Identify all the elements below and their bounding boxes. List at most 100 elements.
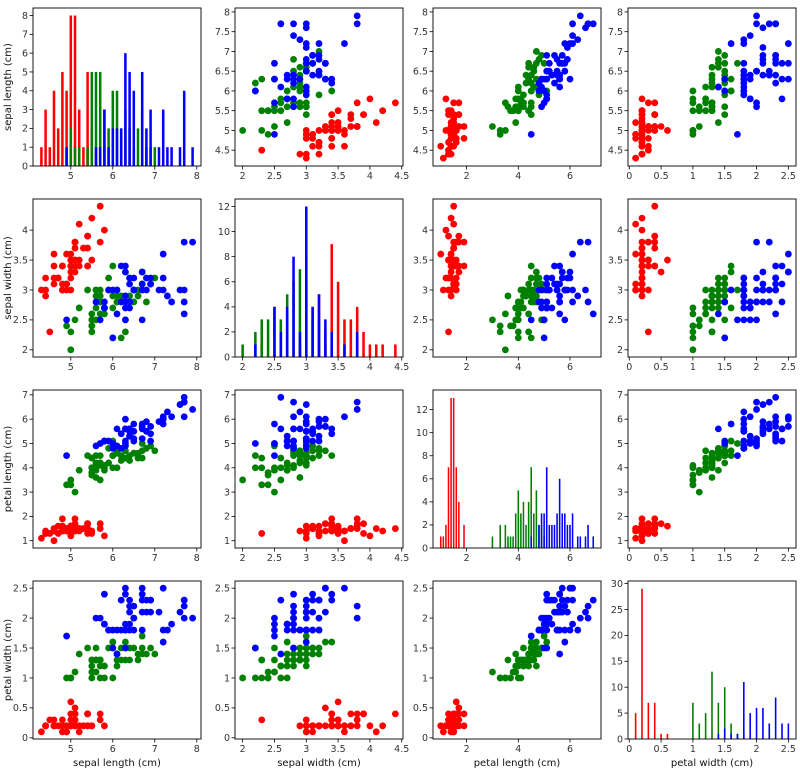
point-virginica (101, 304, 108, 312)
point-setosa (353, 522, 361, 530)
point-virginica (159, 274, 167, 282)
point-virginica (778, 437, 786, 445)
x-axis-label: sepal length (cm) (73, 758, 161, 769)
x-tick-label: 4.5 (394, 362, 409, 373)
point-versicolor (512, 119, 520, 126)
point-virginica (721, 334, 729, 342)
hist-bar-versicolor (704, 713, 707, 739)
point-virginica (283, 620, 291, 628)
point-setosa (447, 716, 455, 724)
point-versicolor (258, 656, 266, 664)
point-virginica (558, 59, 566, 67)
hist-bar-virginica (530, 536, 532, 548)
point-versicolor (689, 99, 697, 107)
point-virginica (180, 596, 188, 604)
point-setosa (42, 286, 49, 294)
point-versicolor (530, 650, 538, 658)
point-virginica (569, 584, 576, 592)
point-virginica (302, 20, 310, 28)
y-tick-label: 6 (422, 474, 428, 485)
y-tick-label: 8 (617, 7, 623, 18)
hist-bar-virginica (324, 319, 327, 357)
point-versicolor (525, 107, 533, 115)
axes-frame (234, 7, 404, 167)
point-setosa (258, 716, 266, 724)
point-setosa (455, 99, 463, 107)
hist-bar-setosa (44, 109, 47, 166)
hist-bar-virginica (543, 513, 545, 548)
x-tick-label: 3 (303, 362, 309, 373)
point-virginica (92, 614, 100, 622)
point-setosa (75, 256, 83, 264)
hist-bar-virginica (330, 331, 333, 357)
point-versicolor (695, 123, 703, 130)
hist-bar-virginica (762, 707, 764, 739)
point-versicolor (714, 55, 722, 63)
y-tick-label: 5 (224, 126, 230, 137)
point-virginica (714, 310, 722, 318)
x-tick-label: 2.5 (781, 744, 796, 755)
y-tick-label: 10 (218, 227, 230, 238)
point-setosa (651, 232, 659, 240)
point-versicolor (512, 650, 520, 658)
point-versicolor (283, 459, 291, 467)
point-setosa (334, 698, 342, 706)
point-virginica (753, 67, 760, 75)
point-setosa (638, 292, 646, 300)
point-virginica (556, 608, 564, 616)
point-versicolor (96, 674, 104, 682)
point-virginica (753, 406, 760, 413)
point-setosa (50, 250, 58, 258)
point-virginica (122, 316, 129, 324)
point-virginica (538, 103, 545, 111)
y-tick-label: 3 (617, 487, 623, 498)
point-setosa (442, 95, 450, 103)
y-tick-label: 1 (22, 673, 28, 684)
point-virginica (566, 626, 574, 634)
point-versicolor (535, 650, 543, 658)
y-tick-label: 1 (224, 536, 230, 547)
point-virginica (309, 71, 317, 79)
point-virginica (290, 590, 297, 598)
point-virginica (734, 131, 741, 138)
point-setosa (50, 280, 58, 288)
point-virginica (778, 75, 786, 83)
point-versicolor (525, 280, 533, 288)
point-versicolor (527, 334, 535, 342)
point-setosa (321, 527, 329, 535)
hist-bar-virginica (343, 344, 346, 357)
point-setosa (84, 232, 91, 240)
hist-bar-versicolor (499, 524, 501, 548)
point-versicolor (271, 668, 278, 676)
point-versicolor (264, 131, 272, 138)
x-tick-label: 7 (152, 553, 158, 564)
point-setosa (632, 286, 640, 294)
point-setosa (632, 534, 640, 542)
point-versicolor (695, 316, 703, 324)
point-setosa (353, 710, 361, 718)
point-versicolor (501, 674, 509, 682)
point-virginica (543, 274, 551, 282)
point-setosa (632, 527, 640, 535)
y-tick-label: 6 (224, 414, 230, 425)
point-versicolor (535, 274, 543, 282)
point-virginica (569, 286, 576, 294)
point-setosa (67, 274, 75, 282)
point-virginica (561, 286, 569, 294)
point-virginica (321, 584, 329, 592)
hist-bar-setosa (61, 71, 64, 166)
point-virginica (543, 298, 551, 306)
point-virginica (753, 442, 760, 450)
point-virginica (290, 95, 297, 103)
x-tick-label: 3.5 (331, 744, 346, 755)
point-setosa (638, 262, 646, 270)
point-setosa (460, 262, 468, 270)
point-virginica (321, 415, 329, 423)
point-versicolor (721, 67, 729, 75)
point-versicolor (63, 322, 70, 330)
point-virginica (302, 59, 310, 67)
point-setosa (638, 115, 646, 122)
point-setosa (309, 525, 317, 532)
point-setosa (67, 268, 75, 276)
